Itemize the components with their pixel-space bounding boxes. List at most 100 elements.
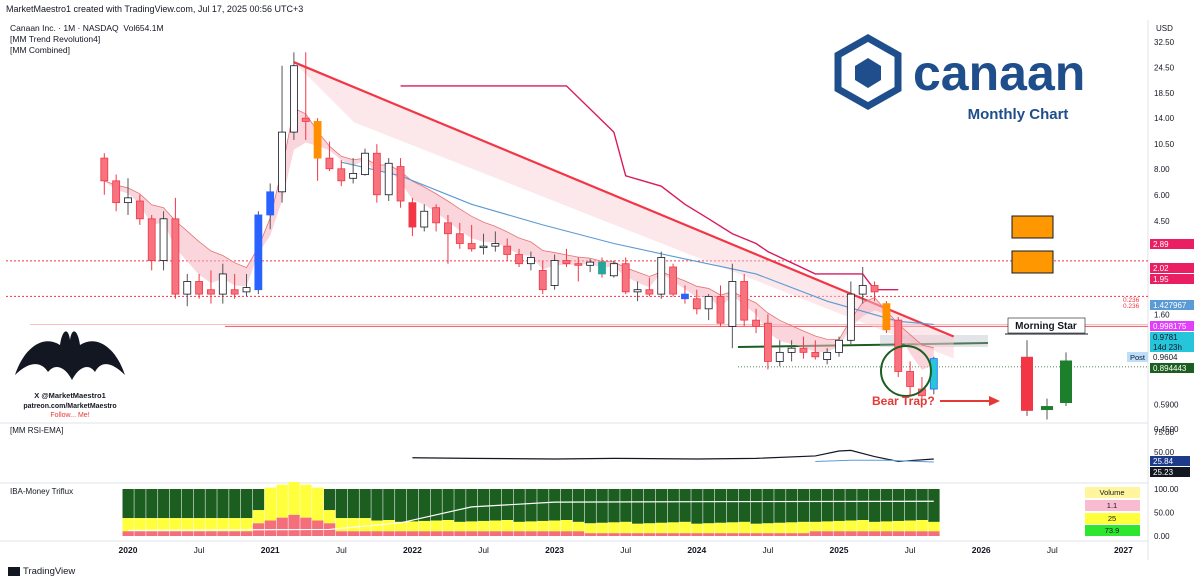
- triflux-bar-green: [892, 489, 905, 521]
- candle: [716, 296, 725, 324]
- candle: [289, 65, 298, 133]
- triflux-bar-green: [229, 489, 241, 519]
- triflux-bar-yellow: [537, 520, 549, 532]
- triflux-bar-green: [797, 489, 810, 522]
- candle: [467, 243, 476, 250]
- candle: [811, 351, 820, 358]
- candle: [100, 157, 109, 182]
- triflux-bar-yellow: [560, 520, 573, 532]
- triflux-bar-yellow: [620, 521, 632, 534]
- triflux-bar-pink: [750, 533, 762, 536]
- candle: [633, 289, 642, 293]
- triflux-bar-green: [715, 489, 727, 523]
- watermark-follow: Follow... Me!: [50, 412, 89, 419]
- candle: [266, 191, 275, 216]
- downtrend-line: [293, 61, 955, 338]
- morning-star-title: Morning Star: [1015, 321, 1077, 332]
- bear-trap-arrow-head: [989, 396, 1000, 406]
- triflux-bar-green: [620, 489, 632, 522]
- candle: [550, 260, 559, 286]
- price-tick-label: 1.60: [1154, 310, 1170, 319]
- triflux-bar-yellow: [632, 523, 644, 534]
- candle: [361, 152, 369, 175]
- time-tick-label: 2026: [972, 545, 991, 555]
- triflux-legend-cell: [1085, 500, 1140, 511]
- triflux-bar-pink: [134, 531, 146, 536]
- candle: [562, 260, 571, 265]
- triflux-bar-pink: [395, 531, 407, 536]
- candle: [846, 293, 855, 341]
- candle: [337, 168, 346, 182]
- triflux-bar-pink: [537, 531, 549, 536]
- triflux-bar-green: [762, 489, 774, 524]
- triflux-bar-yellow: [549, 520, 561, 532]
- downtrend-channel: [293, 62, 954, 359]
- triflux-bar-green: [667, 489, 679, 523]
- rsi-tick-label: 75.00: [1154, 428, 1175, 437]
- candle: [384, 162, 393, 196]
- triflux-bar-pink: [643, 533, 656, 536]
- indicator-trend-revolution[interactable]: [MM Trend Revolution4]: [10, 34, 101, 44]
- chart-attribution: MarketMaestro1 created with TradingView.…: [6, 4, 304, 14]
- rsi-tick-label: 50.00: [1154, 448, 1175, 457]
- candle: [728, 281, 737, 327]
- triflux-bar-green: [323, 489, 336, 511]
- volume-readout: Vol654.1M: [123, 23, 164, 33]
- triflux-bar-pink: [525, 531, 537, 536]
- triflux-bar-pink: [383, 531, 395, 536]
- candle: [835, 339, 843, 353]
- symbol-title: Canaan Inc. · 1M · NASDAQ Vol654.1M: [10, 23, 164, 33]
- triflux-bar-green: [181, 489, 194, 519]
- price-tick-label: 18.50: [1154, 89, 1175, 98]
- price-badge-label: 2.89: [1153, 240, 1169, 249]
- triflux-bar-green: [122, 489, 134, 519]
- triflux-bar-yellow: [276, 484, 288, 518]
- triflux-bar-green: [726, 489, 739, 523]
- triflux-bar-yellow: [869, 521, 881, 532]
- triflux-bar-yellow: [466, 521, 478, 532]
- triflux-bar-yellow: [904, 520, 916, 532]
- triflux-bar-green: [738, 489, 750, 522]
- triflux-legend-label: 1.1: [1107, 501, 1117, 510]
- triflux-bar-green: [655, 489, 668, 523]
- triflux-bar-green: [632, 489, 644, 524]
- morning-star-candle: [1041, 406, 1053, 411]
- triflux-bar-yellow: [667, 522, 679, 534]
- triflux-legend-cell: [1085, 525, 1140, 536]
- triflux-bar-yellow: [880, 521, 893, 532]
- triflux-bar-yellow: [300, 484, 312, 518]
- bear-trap-circle: [880, 345, 932, 397]
- candle: [124, 197, 132, 204]
- candle: [254, 214, 263, 291]
- triflux-bar-green: [217, 489, 229, 519]
- triflux-bar-green: [703, 489, 715, 524]
- triflux-bar-pink: [833, 531, 845, 536]
- triflux-bar-pink: [418, 531, 431, 536]
- candle: [408, 202, 417, 228]
- triflux-bar-pink: [809, 531, 822, 536]
- triflux-bar-pink: [312, 520, 324, 536]
- triflux-bar-green: [371, 489, 383, 521]
- bat-icon: [15, 331, 125, 380]
- triflux-bar-yellow: [134, 518, 146, 532]
- price-badge-label: 2.02: [1153, 264, 1169, 273]
- triflux-bar-yellow: [572, 521, 585, 532]
- triflux-bar-green: [525, 489, 537, 522]
- triflux-bar-green: [916, 489, 928, 521]
- triflux-bar-green: [857, 489, 869, 521]
- triflux-bar-pink: [904, 531, 916, 536]
- triflux-bar-pink: [880, 531, 893, 536]
- triflux-bar-pink: [335, 531, 348, 536]
- indicator-combined[interactable]: [MM Combined]: [10, 45, 70, 55]
- time-tick-label: Jul: [336, 545, 347, 555]
- triflux-bar-green: [466, 489, 478, 522]
- tradingview-brand: TradingView: [23, 566, 76, 577]
- candle: [313, 121, 322, 159]
- triflux-bar-pink: [632, 533, 644, 536]
- tradingview-logo[interactable]: TradingView: [8, 566, 75, 577]
- canaan-logo[interactable]: canaan: [834, 33, 1085, 111]
- triflux-bar-pink: [620, 533, 632, 536]
- rsi-value-badge: [1150, 467, 1190, 477]
- triflux-bar-yellow: [347, 518, 359, 532]
- tradingview-icon: [8, 567, 20, 576]
